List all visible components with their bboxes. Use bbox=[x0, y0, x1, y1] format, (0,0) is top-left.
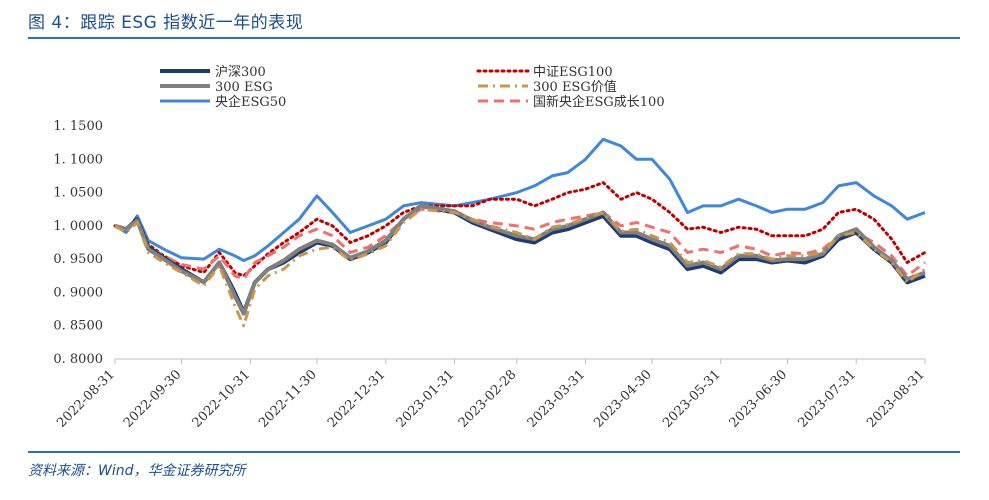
y-tick-label: 1. 0500 bbox=[53, 186, 103, 201]
legend-label-hs300: 沪深300 bbox=[215, 64, 266, 80]
x-tick-label: 2023-05-31 bbox=[660, 367, 724, 431]
series-line-esg300value bbox=[114, 207, 926, 328]
line-chart: 1. 1500 1. 1000 1. 0500 1. 0000 0. 9500 0. 90… bbox=[53, 64, 928, 431]
x-tick-label: 2023-07-31 bbox=[795, 367, 859, 431]
legend-label-esg100: 中证ESG100 bbox=[533, 65, 613, 80]
x-tick-label: 2023-01-31 bbox=[394, 367, 458, 431]
series-line-esg300 bbox=[114, 203, 926, 316]
x-tick-label: 2023-06-30 bbox=[727, 367, 791, 431]
y-tick-label: 0. 8000 bbox=[53, 352, 103, 367]
source-note: 资料来源：Wind，华金证券研究所 bbox=[28, 463, 246, 479]
footer-divider bbox=[28, 451, 960, 453]
y-tick-label: 1. 1500 bbox=[53, 119, 103, 134]
y-tick-label: 0. 8500 bbox=[53, 319, 103, 334]
x-tick-label: 2022-12-31 bbox=[325, 367, 389, 431]
y-tick-label: 0. 9500 bbox=[53, 252, 103, 267]
series-line-esg100 bbox=[113, 181, 927, 278]
series-line-soe50 bbox=[114, 137, 926, 262]
y-tick-label: 1. 0000 bbox=[53, 219, 103, 234]
x-tick-label: 2022-11-30 bbox=[256, 367, 320, 431]
series-line-soe_growth100 bbox=[114, 207, 926, 281]
figure-title: 图 4：跟踪 ESG 指数近一年的表现 bbox=[28, 13, 304, 33]
x-tick-label: 2022-08-31 bbox=[54, 367, 118, 431]
legend-label-soe_growth100: 国新央企ESG成长100 bbox=[533, 94, 665, 110]
x-tick-label: 2023-03-31 bbox=[525, 367, 589, 431]
x-tick-label: 2023-02-28 bbox=[456, 367, 520, 431]
legend-label-esg300value: 300 ESG价值 bbox=[533, 79, 617, 95]
x-tick-label: 2023-04-30 bbox=[591, 367, 655, 431]
y-tick-label: 1. 1000 bbox=[53, 152, 103, 167]
title-divider bbox=[28, 37, 960, 39]
x-tick-label: 2023-08-31 bbox=[864, 367, 928, 431]
x-tick-label: 2022-09-30 bbox=[121, 367, 185, 431]
legend-label-soe50: 央企ESG50 bbox=[215, 94, 286, 110]
x-tick-label: 2022-10-31 bbox=[190, 367, 254, 431]
y-tick-label: 0. 9000 bbox=[53, 285, 103, 300]
legend-label-esg300: 300 ESG bbox=[215, 80, 273, 95]
